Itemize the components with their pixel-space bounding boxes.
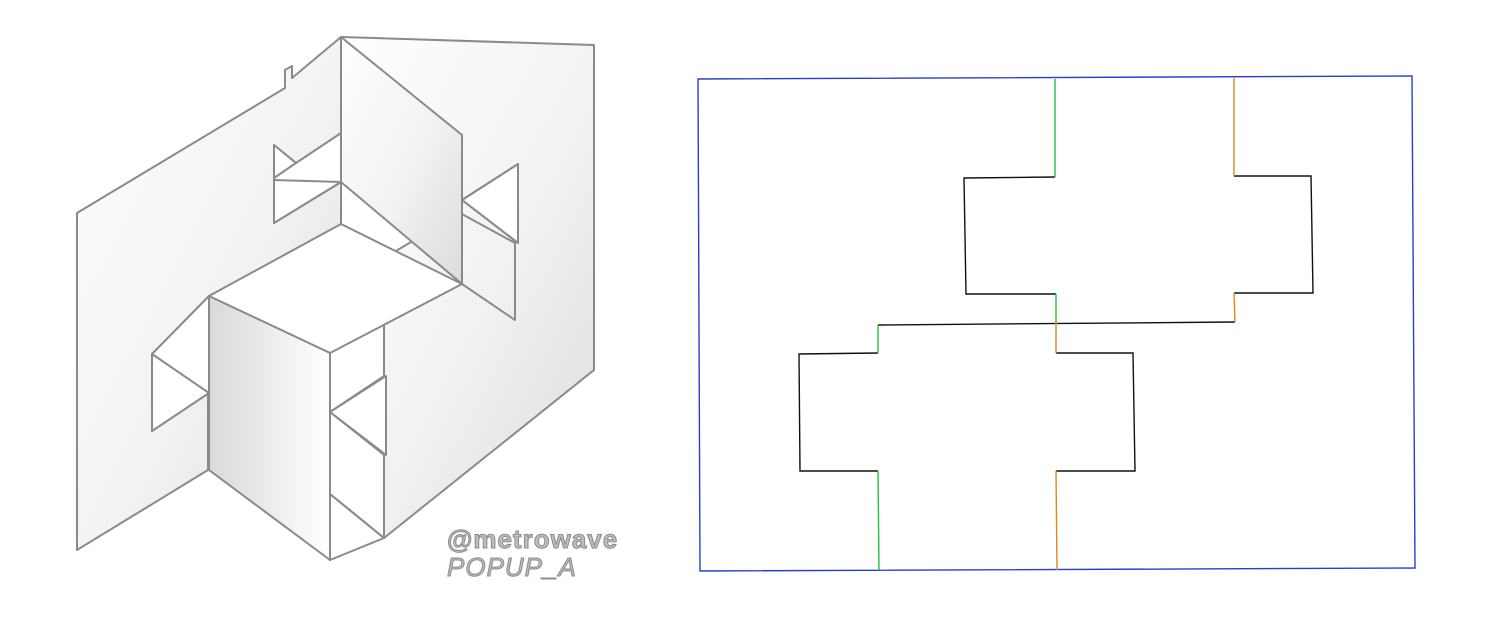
fold-orange-bottom	[1055, 470, 1058, 571]
fold-green-bottom	[877, 470, 880, 571]
left-notch	[273, 144, 297, 179]
upper-tab-right-edge	[461, 163, 519, 244]
model-name-label: POPUP_A	[447, 552, 577, 582]
upper-box-right-wall	[340, 36, 463, 285]
cut-upper-box	[963, 176, 1056, 295]
lower-left-notch	[151, 353, 210, 432]
cut-upper-box-right	[1234, 175, 1314, 294]
bottom-tab-edge	[329, 455, 385, 539]
sheet-outline	[697, 75, 1416, 572]
model-handle-label: @metrowave	[446, 524, 619, 554]
cut-lower-box	[798, 352, 879, 472]
lower-tab-right	[329, 375, 387, 456]
cut-lower-box-right	[1056, 352, 1136, 472]
left-notch-lower	[273, 179, 342, 224]
fold-orange-right-mid	[1233, 292, 1236, 323]
